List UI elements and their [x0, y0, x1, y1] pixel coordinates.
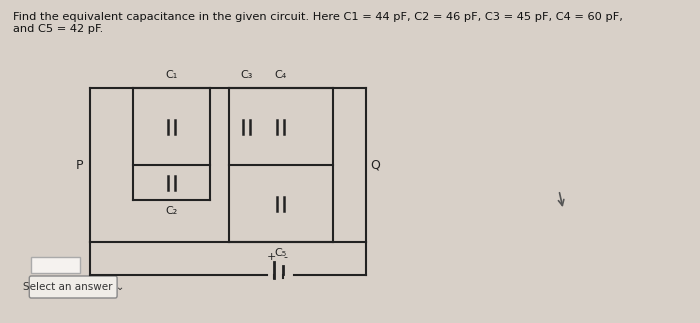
Text: C₄: C₄: [274, 70, 287, 80]
Text: C₁: C₁: [165, 70, 178, 80]
Text: and C5 = 42 pF.: and C5 = 42 pF.: [13, 24, 104, 34]
Text: Q: Q: [370, 159, 380, 172]
Text: Select an answer ⌄: Select an answer ⌄: [23, 282, 125, 292]
Bar: [31, 257, 80, 273]
Text: C₅: C₅: [274, 248, 287, 258]
Text: -: -: [284, 252, 287, 262]
Text: P: P: [76, 159, 83, 172]
Text: C₂: C₂: [165, 206, 178, 216]
Text: Find the equivalent capacitance in the given circuit. Here C1 = 44 pF, C2 = 46 p: Find the equivalent capacitance in the g…: [13, 12, 623, 22]
Text: C₃: C₃: [240, 70, 253, 80]
Text: +: +: [267, 252, 276, 262]
FancyBboxPatch shape: [29, 276, 117, 298]
